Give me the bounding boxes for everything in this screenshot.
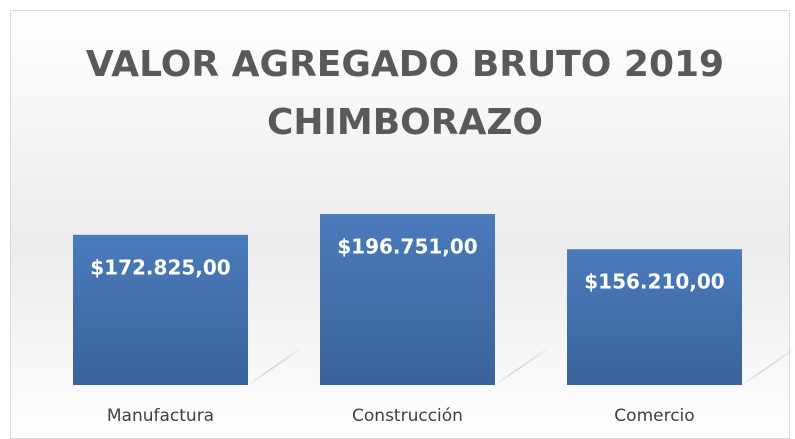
- x-tick-label: Comercio: [614, 406, 694, 426]
- bar-shadow: [495, 345, 550, 385]
- x-tick-label: Construcción: [352, 406, 463, 426]
- data-label: $196.751,00: [337, 235, 477, 259]
- bar: [73, 234, 248, 385]
- bar-shadow: [248, 345, 303, 385]
- bar: [320, 214, 495, 385]
- data-label: $172.825,00: [90, 255, 230, 279]
- bar-shadow: [742, 346, 795, 385]
- x-tick-label: Manufactura: [107, 406, 214, 426]
- data-label: $156.210,00: [584, 270, 724, 294]
- bars: $172.825,00 Manufactura $196.751,00 Constru…: [73, 214, 795, 426]
- chart-title: VALOR AGREGADO BRUTO 2019 CHIMBORAZO: [85, 44, 725, 143]
- bar: [567, 249, 742, 385]
